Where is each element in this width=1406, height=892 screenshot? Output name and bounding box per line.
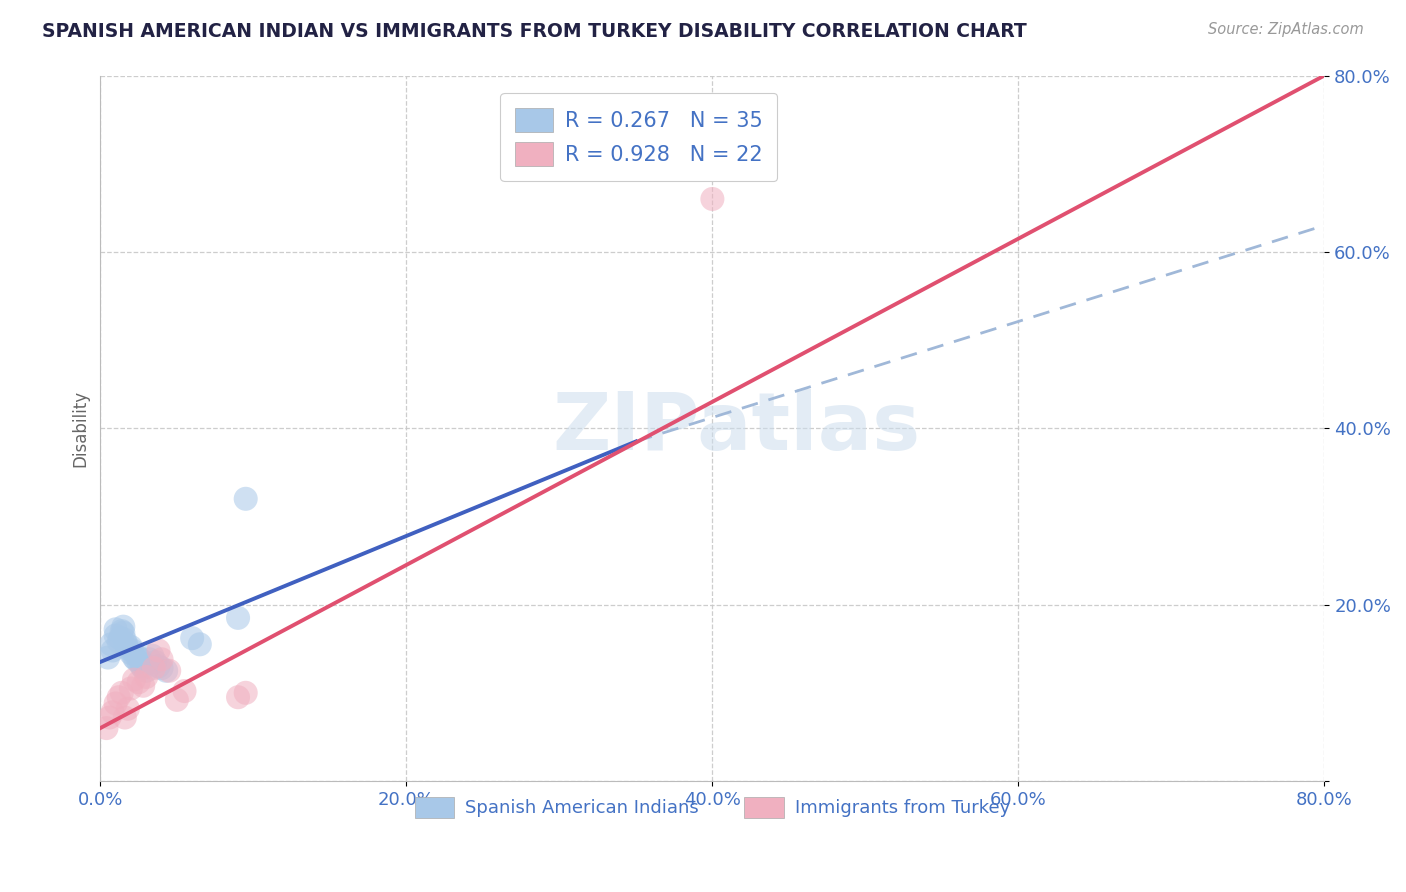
Point <box>134 657 156 672</box>
Point <box>148 659 170 673</box>
Y-axis label: Disability: Disability <box>72 390 89 467</box>
Point <box>114 632 136 647</box>
Point <box>226 690 249 705</box>
Point <box>104 628 127 642</box>
Point <box>226 611 249 625</box>
Point <box>235 491 257 506</box>
Text: SPANISH AMERICAN INDIAN VS IMMIGRANTS FROM TURKEY DISABILITY CORRELATION CHART: SPANISH AMERICAN INDIAN VS IMMIGRANTS FR… <box>42 22 1026 41</box>
Point <box>235 686 257 700</box>
Point <box>120 646 142 660</box>
Point <box>107 690 129 705</box>
Point <box>117 641 139 656</box>
Point <box>101 643 124 657</box>
Point <box>181 631 204 645</box>
Point <box>173 684 195 698</box>
Point <box>101 705 124 719</box>
Point <box>150 661 173 675</box>
Point <box>157 664 180 678</box>
Text: Source: ZipAtlas.com: Source: ZipAtlas.com <box>1208 22 1364 37</box>
Point <box>117 701 139 715</box>
Point <box>112 625 135 640</box>
Point <box>148 643 170 657</box>
Legend: Spanish American Indians, Immigrants from Turkey: Spanish American Indians, Immigrants fro… <box>408 789 1017 825</box>
Point <box>98 710 121 724</box>
Point <box>129 652 152 666</box>
Point <box>120 640 142 654</box>
Point <box>97 650 120 665</box>
Point <box>142 661 165 675</box>
Point <box>166 693 188 707</box>
Point <box>138 652 160 666</box>
Point <box>100 637 122 651</box>
Point <box>155 664 177 678</box>
Point <box>150 652 173 666</box>
Point <box>135 670 157 684</box>
Point <box>131 659 153 673</box>
Point <box>702 192 724 206</box>
Point <box>122 673 145 687</box>
Point <box>132 679 155 693</box>
Point <box>104 623 127 637</box>
Point <box>104 697 127 711</box>
Text: ZIPatlas: ZIPatlas <box>553 389 921 467</box>
Point <box>96 721 118 735</box>
Point <box>128 655 150 669</box>
Point <box>111 624 134 638</box>
Point <box>122 650 145 665</box>
Point <box>114 710 136 724</box>
Point <box>141 648 163 663</box>
Point <box>110 631 132 645</box>
Point <box>188 637 211 651</box>
Point <box>115 637 138 651</box>
Point <box>132 661 155 675</box>
Point <box>128 675 150 690</box>
Point <box>125 648 148 663</box>
Point <box>145 655 167 669</box>
Point <box>111 686 134 700</box>
Point <box>135 664 157 678</box>
Point <box>120 681 142 696</box>
Point <box>121 643 143 657</box>
Point <box>112 620 135 634</box>
Point <box>107 634 129 648</box>
Point <box>124 652 146 666</box>
